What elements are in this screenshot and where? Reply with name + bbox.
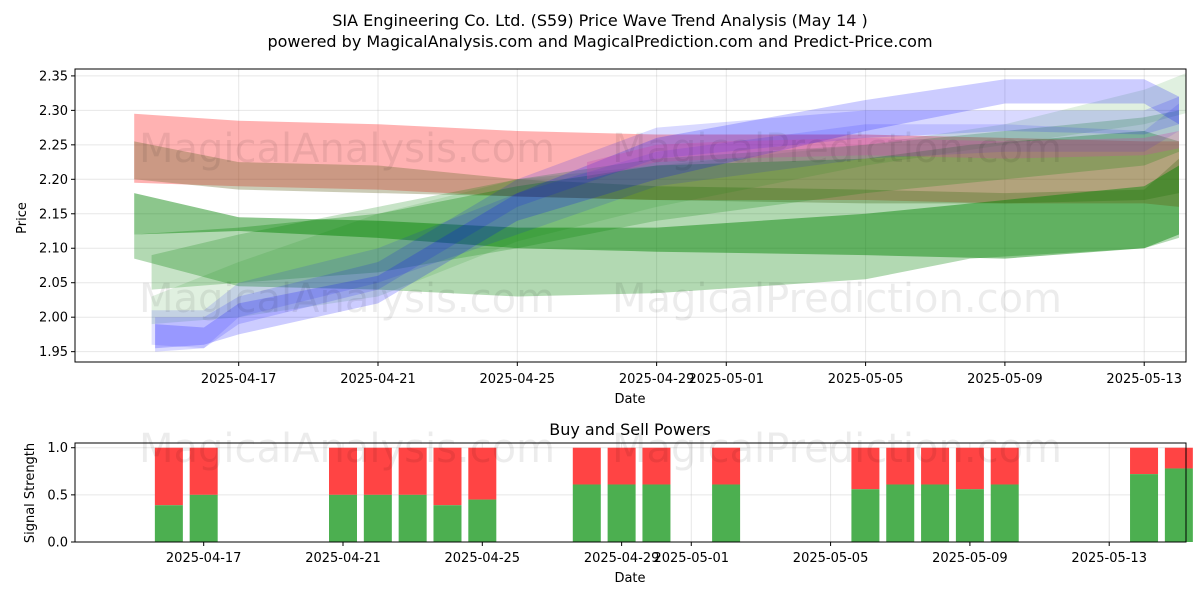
price-axes: 2025-04-17 2025-04-21 2025-04-25 2025-04-29… bbox=[39, 69, 1182, 387]
sell-bar bbox=[363, 447, 392, 495]
buy-bar bbox=[921, 484, 950, 542]
sell-bar bbox=[154, 447, 183, 506]
signal-y-label: Signal Strength bbox=[23, 443, 38, 543]
buy-bar bbox=[363, 494, 392, 542]
price-y-tick-label: 2.05 bbox=[39, 276, 68, 291]
watermark-analysis-top: MagicalAnalysis.com bbox=[139, 126, 555, 172]
signal-x-tick-label: 2025-05-09 bbox=[932, 551, 1008, 566]
buy-bar bbox=[642, 484, 671, 542]
buy-bar bbox=[955, 489, 984, 542]
signal-chart: Buy and Sell Powers MagicalAnalysis.com … bbox=[23, 420, 1193, 586]
price-band-red-band bbox=[134, 113, 1180, 207]
sell-bar bbox=[433, 447, 462, 506]
buy-bar bbox=[329, 494, 357, 542]
signal-x-tick-label: 2025-05-13 bbox=[1071, 551, 1147, 566]
watermark-prediction-mid: MagicalPrediction.com bbox=[612, 276, 1062, 322]
sell-bar bbox=[468, 447, 497, 500]
sell-bar bbox=[1164, 447, 1193, 469]
sell-bar bbox=[607, 447, 636, 485]
price-y-tick-label: 2.20 bbox=[39, 173, 68, 188]
sell-bar bbox=[712, 447, 741, 485]
sell-bar bbox=[955, 447, 984, 490]
buy-bar bbox=[886, 484, 915, 542]
buy-bar bbox=[572, 484, 601, 542]
price-band-blue-band-2 bbox=[155, 96, 1180, 352]
signal-axes: 2025-04-17 2025-04-21 2025-04-25 2025-04-29… bbox=[47, 441, 1147, 566]
price-band-blue-band-3 bbox=[151, 103, 1180, 349]
price-band-green-band-2 bbox=[134, 131, 1180, 297]
price-y-tick-label: 2.30 bbox=[39, 104, 68, 119]
buy-bar bbox=[468, 499, 497, 542]
price-y-tick-label: 2.25 bbox=[39, 138, 68, 153]
price-x-tick-label: 2025-05-01 bbox=[688, 372, 764, 387]
sell-bar bbox=[329, 447, 357, 495]
price-x-tick-label: 2025-05-13 bbox=[1106, 372, 1182, 387]
buy-bar bbox=[1164, 468, 1193, 542]
price-y-tick-label: 1.95 bbox=[39, 345, 68, 360]
price-y-tick-label: 2.35 bbox=[39, 69, 68, 84]
buy-bar bbox=[990, 484, 1019, 542]
buy-bar bbox=[1130, 474, 1159, 542]
price-chart: MagicalAnalysis.com MagicalPrediction.co… bbox=[15, 68, 1187, 407]
buy-bar bbox=[433, 505, 462, 542]
sell-bar bbox=[1130, 447, 1159, 475]
buy-bar bbox=[189, 494, 218, 542]
watermark-prediction-bottom: MagicalPrediction.com bbox=[612, 426, 1062, 472]
price-y-tick-label: 2.00 bbox=[39, 311, 68, 326]
price-x-tick-label: 2025-04-17 bbox=[201, 372, 277, 387]
price-band-olive-band bbox=[134, 141, 1180, 204]
buy-bar bbox=[712, 484, 741, 542]
buy-bar bbox=[851, 489, 880, 542]
sell-bar bbox=[189, 447, 218, 495]
signal-bars bbox=[154, 447, 1193, 542]
price-band-magenta-band bbox=[587, 131, 1179, 180]
signal-chart-title: Buy and Sell Powers bbox=[549, 420, 711, 439]
price-y-tick-label: 2.15 bbox=[39, 207, 68, 222]
sell-bar bbox=[886, 447, 915, 485]
chart-title-line1: SIA Engineering Co. Ltd. (S59) Price Wav… bbox=[332, 11, 868, 30]
price-bands bbox=[134, 73, 1186, 352]
signal-x-tick-label: 2025-04-21 bbox=[305, 551, 381, 566]
price-band-green-band-4 bbox=[151, 73, 1186, 325]
buy-bar bbox=[607, 484, 636, 542]
signal-x-tick-label: 2025-04-29 bbox=[584, 551, 660, 566]
signal-plot-frame bbox=[74, 442, 1187, 543]
signal-y-tick-label: 1.0 bbox=[47, 441, 68, 456]
buy-bar bbox=[398, 494, 427, 542]
signal-y-tick-label: 0.0 bbox=[47, 536, 68, 551]
signal-x-tick-label: 2025-04-25 bbox=[445, 551, 521, 566]
sell-bar bbox=[851, 447, 880, 490]
signal-x-tick-label: 2025-05-01 bbox=[653, 551, 729, 566]
watermark-analysis-mid: MagicalAnalysis.com bbox=[139, 276, 555, 322]
price-band-green-band-1 bbox=[134, 165, 1180, 259]
sell-bar bbox=[398, 447, 427, 495]
sell-bar bbox=[572, 447, 601, 485]
sell-bar bbox=[642, 447, 671, 485]
price-plot-frame bbox=[74, 68, 1187, 363]
signal-x-tick-label: 2025-04-17 bbox=[166, 551, 242, 566]
buy-bar bbox=[154, 505, 183, 542]
price-x-tick-label: 2025-04-25 bbox=[480, 372, 556, 387]
signal-y-tick-label: 0.5 bbox=[47, 488, 68, 503]
watermark-prediction-top: MagicalPrediction.com bbox=[612, 126, 1062, 172]
price-x-tick-label: 2025-05-05 bbox=[828, 372, 904, 387]
price-y-label: Price bbox=[15, 202, 30, 234]
signal-x-label: Date bbox=[614, 571, 645, 586]
sell-bar bbox=[921, 447, 950, 485]
price-x-tick-label: 2025-04-29 bbox=[619, 372, 695, 387]
price-x-tick-label: 2025-04-21 bbox=[340, 372, 416, 387]
price-grid bbox=[75, 69, 1186, 362]
price-band-green-band-3 bbox=[151, 110, 1180, 290]
price-y-tick-label: 2.10 bbox=[39, 242, 68, 257]
sell-bar bbox=[990, 447, 1019, 485]
watermark-analysis-bottom: MagicalAnalysis.com bbox=[139, 426, 555, 472]
price-band-blue-band-1 bbox=[155, 79, 1180, 349]
chart-title-line2: powered by MagicalAnalysis.com and Magic… bbox=[267, 32, 932, 51]
signal-x-tick-label: 2025-05-05 bbox=[793, 551, 869, 566]
price-x-label: Date bbox=[614, 392, 645, 407]
price-x-tick-label: 2025-05-09 bbox=[967, 372, 1043, 387]
